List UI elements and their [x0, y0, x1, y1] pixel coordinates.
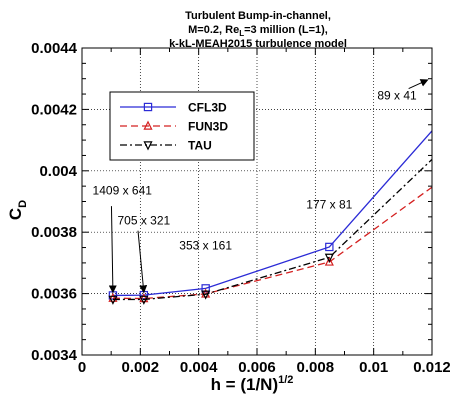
y-tick-label: 0.0034 [31, 347, 78, 364]
legend-marker-cfl3d [143, 102, 153, 112]
annotation-arrow [137, 230, 148, 294]
data-point-cfl3d [325, 242, 334, 252]
legend-label-tau: TAU [188, 139, 212, 153]
chart-title: Turbulent Bump-in-channel, M=0.2, ReL=3 … [169, 10, 347, 50]
data-point-tau [108, 295, 118, 305]
y-tick-label: 0.0038 [31, 224, 77, 241]
annotation-label: 89 x 41 [377, 89, 417, 103]
x-tick-label: 0.006 [238, 359, 276, 376]
series-line-tau [112, 158, 432, 301]
x-axis-label: h = (1/N)1/2 [211, 374, 294, 394]
annotation-label: 353 x 161 [179, 238, 232, 252]
y-tick-label: 0.0042 [31, 101, 77, 118]
legend-label-fun3d: FUN3D [188, 120, 228, 134]
y-tick-label: 0.0044 [31, 40, 78, 57]
data-point-cfl3d [201, 284, 210, 293]
annotation-label: 177 x 81 [306, 197, 352, 211]
title-line-2: M=0.2, ReL=3 million (L=1), [188, 24, 328, 38]
tick-labels: 0 0.002 0.004 0.006 0.008 0.01 0.012 0.0034 0.00… [31, 40, 450, 376]
annotation-label: 705 x 321 [117, 214, 170, 228]
legend-label-cfl3d: CFL3D [188, 101, 227, 115]
x-tick-label: 0.01 [359, 359, 388, 376]
data-point-tau [139, 295, 149, 305]
annotation-arrow [408, 79, 429, 89]
x-tick-label: 0 [78, 359, 86, 376]
data-point-fun3d [324, 256, 334, 266]
title-line-1: Turbulent Bump-in-channel, [185, 10, 331, 22]
y-axis-label: CD [6, 200, 29, 220]
y-tick-label: 0.004 [39, 163, 77, 180]
series-line-cfl3d [112, 129, 432, 297]
x-tick-label: 0.004 [180, 359, 218, 376]
data-point-tau [324, 253, 334, 263]
annotation-label: 1409 x 641 [93, 183, 153, 197]
grid [82, 48, 432, 355]
x-tick-label: 0.002 [122, 359, 160, 376]
data-point-tau [201, 290, 211, 300]
y-tick-label: 0.0036 [31, 286, 77, 303]
plot-frame [81, 47, 433, 356]
legend: CFL3D FUN3D TAU [109, 91, 255, 161]
annotations: 1409 x 641 705 x 321 353 x 161 177 x 81 89 x… [93, 79, 429, 294]
data-point-fun3d [139, 293, 149, 303]
title-line-3: k-kL-MEAH2015 turbulence model [169, 38, 347, 50]
x-tick-label: 0.008 [297, 359, 335, 376]
x-tick-label: 0.012 [413, 359, 450, 376]
data-point-fun3d [108, 292, 118, 302]
legend-marker-tau [143, 141, 153, 151]
series-lines [108, 129, 432, 305]
annotation-arrow [108, 206, 117, 294]
legend-marker-fun3d [143, 120, 153, 130]
